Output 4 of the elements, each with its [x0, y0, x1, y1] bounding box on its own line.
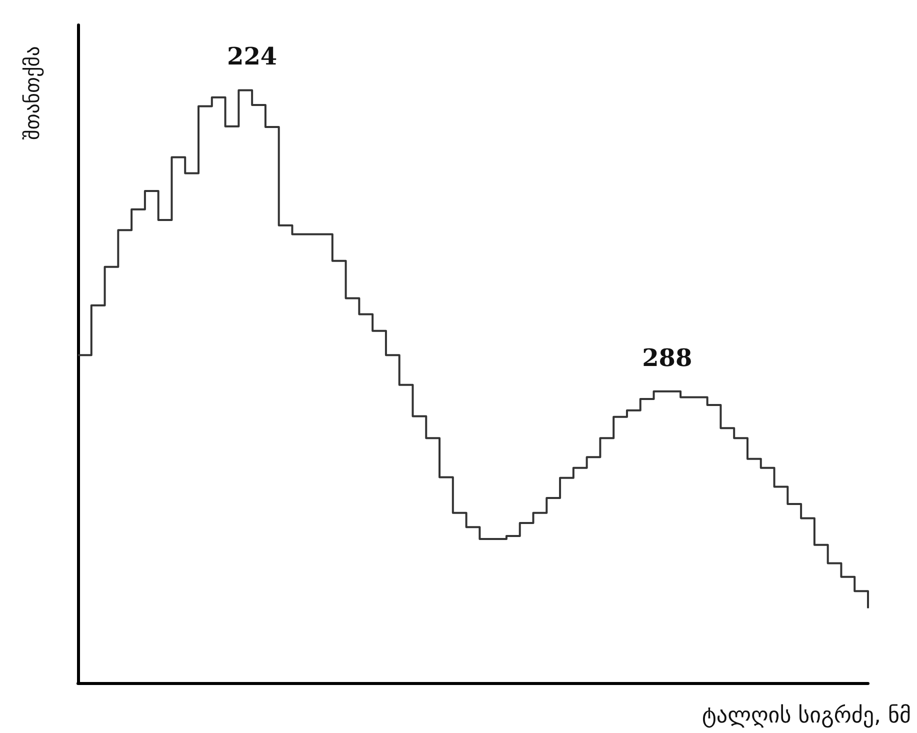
annotation: 288	[642, 342, 692, 372]
x-axis-title: ტალღის სიგრძე, ნმ	[702, 704, 911, 728]
annotation: 224	[227, 42, 278, 71]
y-axis-title: შთანთქმა	[20, 46, 44, 140]
